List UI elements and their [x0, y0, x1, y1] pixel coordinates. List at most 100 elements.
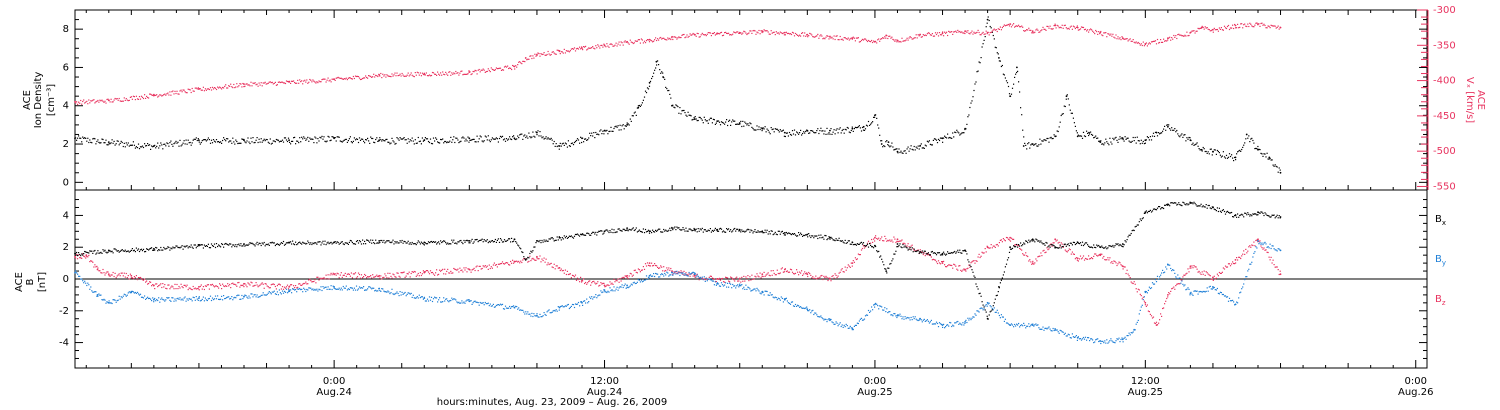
data-point [550, 262, 552, 264]
data-point [266, 285, 268, 287]
data-point [836, 276, 838, 279]
data-point [179, 287, 181, 289]
data-point [1231, 27, 1233, 29]
data-point [779, 272, 781, 274]
data-point [767, 129, 769, 131]
data-point [396, 291, 398, 293]
data-point [623, 128, 625, 130]
data-point [579, 46, 581, 48]
data-point [613, 278, 615, 280]
data-point [377, 290, 379, 292]
data-point [726, 277, 728, 279]
data-point [93, 266, 95, 268]
data-point [371, 277, 373, 279]
data-point [1252, 139, 1254, 142]
data-point [408, 141, 410, 143]
data-point [481, 69, 483, 71]
data-point [263, 82, 265, 84]
data-point [1089, 258, 1091, 260]
data-point [242, 284, 244, 286]
data-point [1104, 259, 1106, 261]
data-point [608, 46, 610, 48]
data-point [718, 277, 721, 279]
data-point [536, 54, 538, 57]
data-point [880, 238, 882, 240]
data-point [681, 273, 683, 275]
data-point [616, 280, 618, 282]
data-point [219, 86, 221, 88]
data-point [383, 75, 385, 77]
data-point [1097, 255, 1099, 257]
data-point [1115, 34, 1117, 36]
data-point [490, 67, 492, 69]
data-point [877, 124, 879, 126]
data-point [495, 67, 497, 69]
data-point [483, 69, 485, 71]
data-point [1000, 65, 1002, 68]
data-point [133, 144, 135, 146]
data-point [559, 306, 561, 308]
data-point [283, 286, 286, 288]
data-point [549, 312, 551, 314]
data-vertex [783, 268, 786, 271]
data-point [603, 282, 605, 284]
data-point [928, 32, 930, 34]
data-point [1158, 322, 1160, 324]
data-point [601, 291, 603, 294]
data-point [297, 288, 299, 290]
data-point [508, 138, 510, 140]
data-point [899, 240, 901, 242]
data-point [618, 41, 620, 43]
data-point [720, 121, 723, 123]
data-point [274, 141, 276, 143]
data-point [451, 297, 453, 299]
data-point [814, 132, 816, 134]
data-point [733, 285, 735, 287]
data-point [526, 313, 528, 315]
data-point [1043, 28, 1045, 30]
data-point [1250, 138, 1252, 140]
data-point [156, 145, 158, 147]
data-vertex [1121, 137, 1124, 140]
data-point [799, 34, 801, 36]
data-point [652, 41, 654, 43]
data-point [1112, 262, 1114, 264]
data-point [1076, 25, 1078, 27]
data-point [219, 283, 221, 285]
data-point [1058, 126, 1060, 128]
data-vertex [1234, 24, 1237, 27]
data-point [609, 130, 611, 132]
data-point [841, 129, 843, 132]
data-point [439, 297, 441, 299]
data-point [907, 317, 909, 319]
data-point [404, 276, 406, 278]
data-vertex [1279, 26, 1282, 29]
data-point [1078, 135, 1081, 137]
data-point [550, 312, 552, 314]
data-point [753, 278, 755, 280]
data-point [952, 267, 954, 269]
data-point [992, 29, 994, 31]
data-point [863, 247, 866, 249]
data-point [110, 98, 112, 100]
data-point [1023, 254, 1025, 256]
data-point [594, 282, 596, 284]
data-point [1155, 43, 1158, 45]
data-point [557, 49, 559, 51]
data-point [968, 264, 970, 266]
data-point [516, 138, 518, 140]
data-point [797, 304, 799, 306]
data-point [1229, 27, 1232, 29]
data-point [944, 135, 946, 137]
data-point [198, 141, 200, 143]
data-point [1221, 271, 1223, 273]
data-point [81, 141, 83, 143]
data-point [330, 272, 332, 274]
data-point [676, 270, 678, 272]
data-point [491, 305, 493, 307]
data-point [753, 129, 755, 131]
data-point [505, 138, 508, 140]
data-point [924, 34, 926, 36]
data-point [1266, 27, 1268, 29]
data-point [384, 74, 386, 76]
